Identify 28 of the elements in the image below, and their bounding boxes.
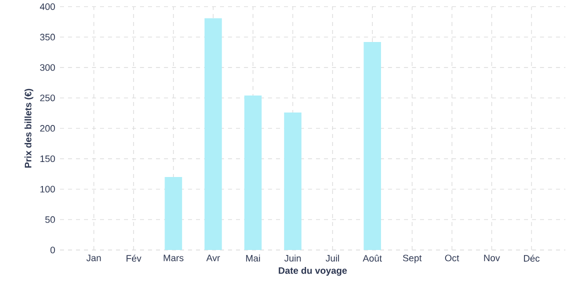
x-tick-label: Juin xyxy=(284,254,301,262)
bar xyxy=(244,95,262,250)
x-tick-label: Juil xyxy=(326,254,339,262)
y-tick-label: 250 xyxy=(40,94,55,102)
bar xyxy=(284,112,302,250)
x-tick-label: Déc xyxy=(524,254,540,262)
bar xyxy=(204,18,222,250)
y-tick-label: 300 xyxy=(40,64,55,71)
x-tick-label: Nov xyxy=(484,254,500,262)
y-tick-label: 0 xyxy=(50,246,55,254)
x-axis-title: Date du voyage xyxy=(278,266,347,276)
y-tick-label: 400 xyxy=(40,3,55,10)
y-tick-label: 100 xyxy=(40,186,55,192)
x-tick-label: Août xyxy=(362,254,382,262)
y-axis-title: Prix des billets (€) xyxy=(24,88,34,168)
x-tick-label: Avr xyxy=(206,254,220,262)
bar xyxy=(164,177,182,250)
x-tick-label: Fév xyxy=(126,254,142,262)
y-tick-label: 150 xyxy=(40,155,55,162)
x-tick-label: Sept xyxy=(402,254,422,264)
x-tick-label: Jan xyxy=(86,254,101,262)
y-tick-label: 50 xyxy=(45,216,55,223)
y-tick-label: 350 xyxy=(40,34,55,40)
x-tick-label: Oct xyxy=(445,254,460,262)
x-tick-label: Mars xyxy=(164,254,184,262)
x-tick-label: Mai xyxy=(246,254,260,262)
bar xyxy=(364,42,382,250)
y-tick-label: 200 xyxy=(40,125,55,132)
